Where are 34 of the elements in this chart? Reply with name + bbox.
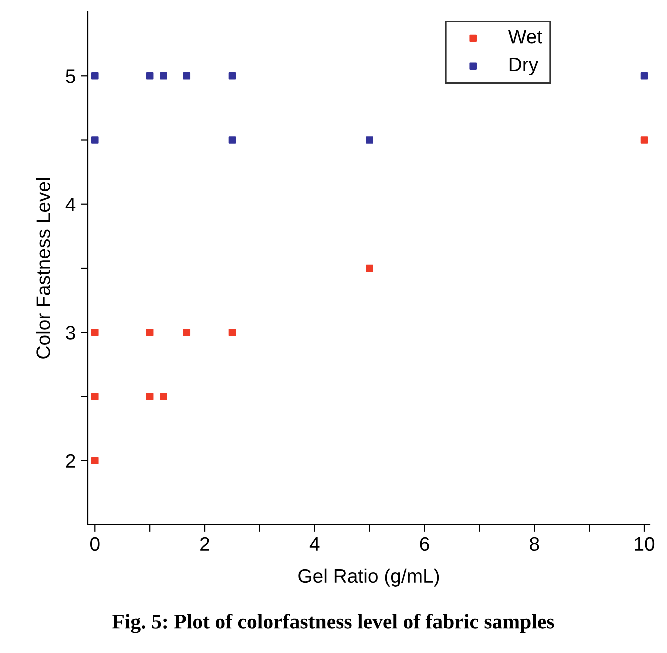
y-tick-label: 4 [66,198,76,212]
x-tick-label: 4 [310,538,320,551]
legend-label: Wet [508,30,542,44]
point [366,136,374,144]
point [640,72,648,80]
point [146,72,154,80]
x-tick-label: 10 [635,537,655,552]
x-axis-title: Gel Ratio (g/mL) [298,568,440,587]
point [92,136,99,144]
point [228,72,236,80]
x-tick-label: 2 [200,537,210,551]
y-tick-label: 5 [66,70,76,84]
point [92,457,99,465]
point [366,264,374,272]
point [92,72,99,80]
point [228,328,236,336]
point [92,328,99,336]
point [183,72,191,80]
point [92,393,99,400]
point [160,393,168,400]
point [183,328,191,336]
x-tick-label: 8 [530,537,540,552]
y-axis-title: Color Fastness Level [36,178,50,359]
y-tick-label: 3 [66,326,76,340]
point [146,393,154,400]
point [228,136,236,144]
point [640,136,648,144]
point [146,328,154,336]
x-tick-label: 6 [420,537,430,552]
legend-label: Dry [510,58,539,76]
caption: Fig. 5: Plot of colorfastness level of fabric samples [112,614,554,634]
point [160,72,168,80]
y-tick-label: 2 [66,454,76,468]
x-tick-label: 0 [90,537,100,552]
